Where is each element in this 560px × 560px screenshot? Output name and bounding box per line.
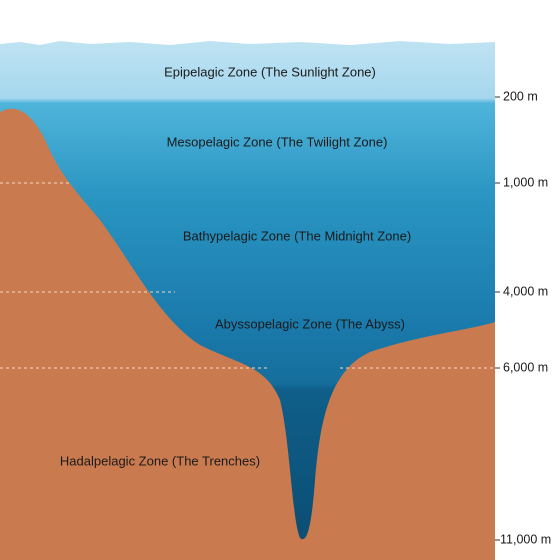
zone-label: Mesopelagic Zone (The Twilight Zone) [167,134,388,149]
depth-label: 11,000 m [500,532,551,546]
depth-label: 6,000 m [503,360,548,374]
zone-label: Bathypelagic Zone (The Midnight Zone) [183,228,411,243]
depth-label: 4,000 m [503,284,548,298]
depth-label: 1,000 m [503,175,548,189]
zone-label: Abyssopelagic Zone (The Abyss) [215,316,405,331]
zone-label: Epipelagic Zone (The Sunlight Zone) [164,64,376,79]
depth-lines [0,182,495,369]
seafloor [0,108,495,560]
zone-label: Hadalpelagic Zone (The Trenches) [60,453,260,468]
depth-label: 200 m [503,89,538,103]
depth-ticks [495,96,500,541]
